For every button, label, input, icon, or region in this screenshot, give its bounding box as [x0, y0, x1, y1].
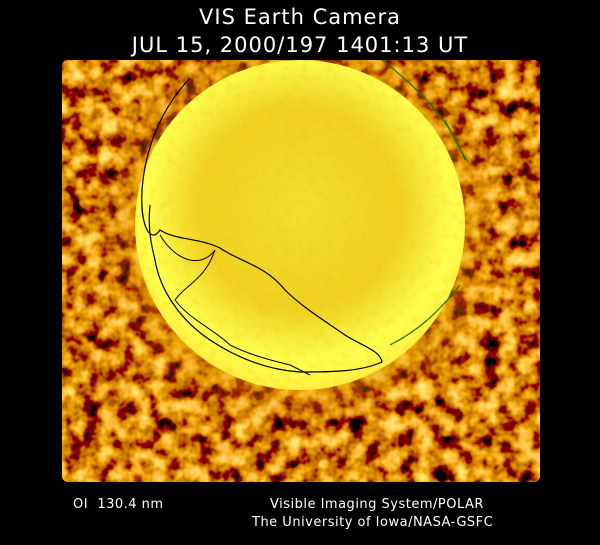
title: VIS Earth Camera [199, 5, 401, 29]
credit-line: The University of Iowa/NASA-GSFC [251, 515, 493, 530]
filter-label: OI 130.4 nm [73, 497, 164, 512]
timestamp: JUL 15, 2000/197 1401:13 UT [130, 33, 468, 57]
credit-line: Visible Imaging System/POLAR [270, 497, 484, 512]
camera-image [62, 60, 540, 482]
